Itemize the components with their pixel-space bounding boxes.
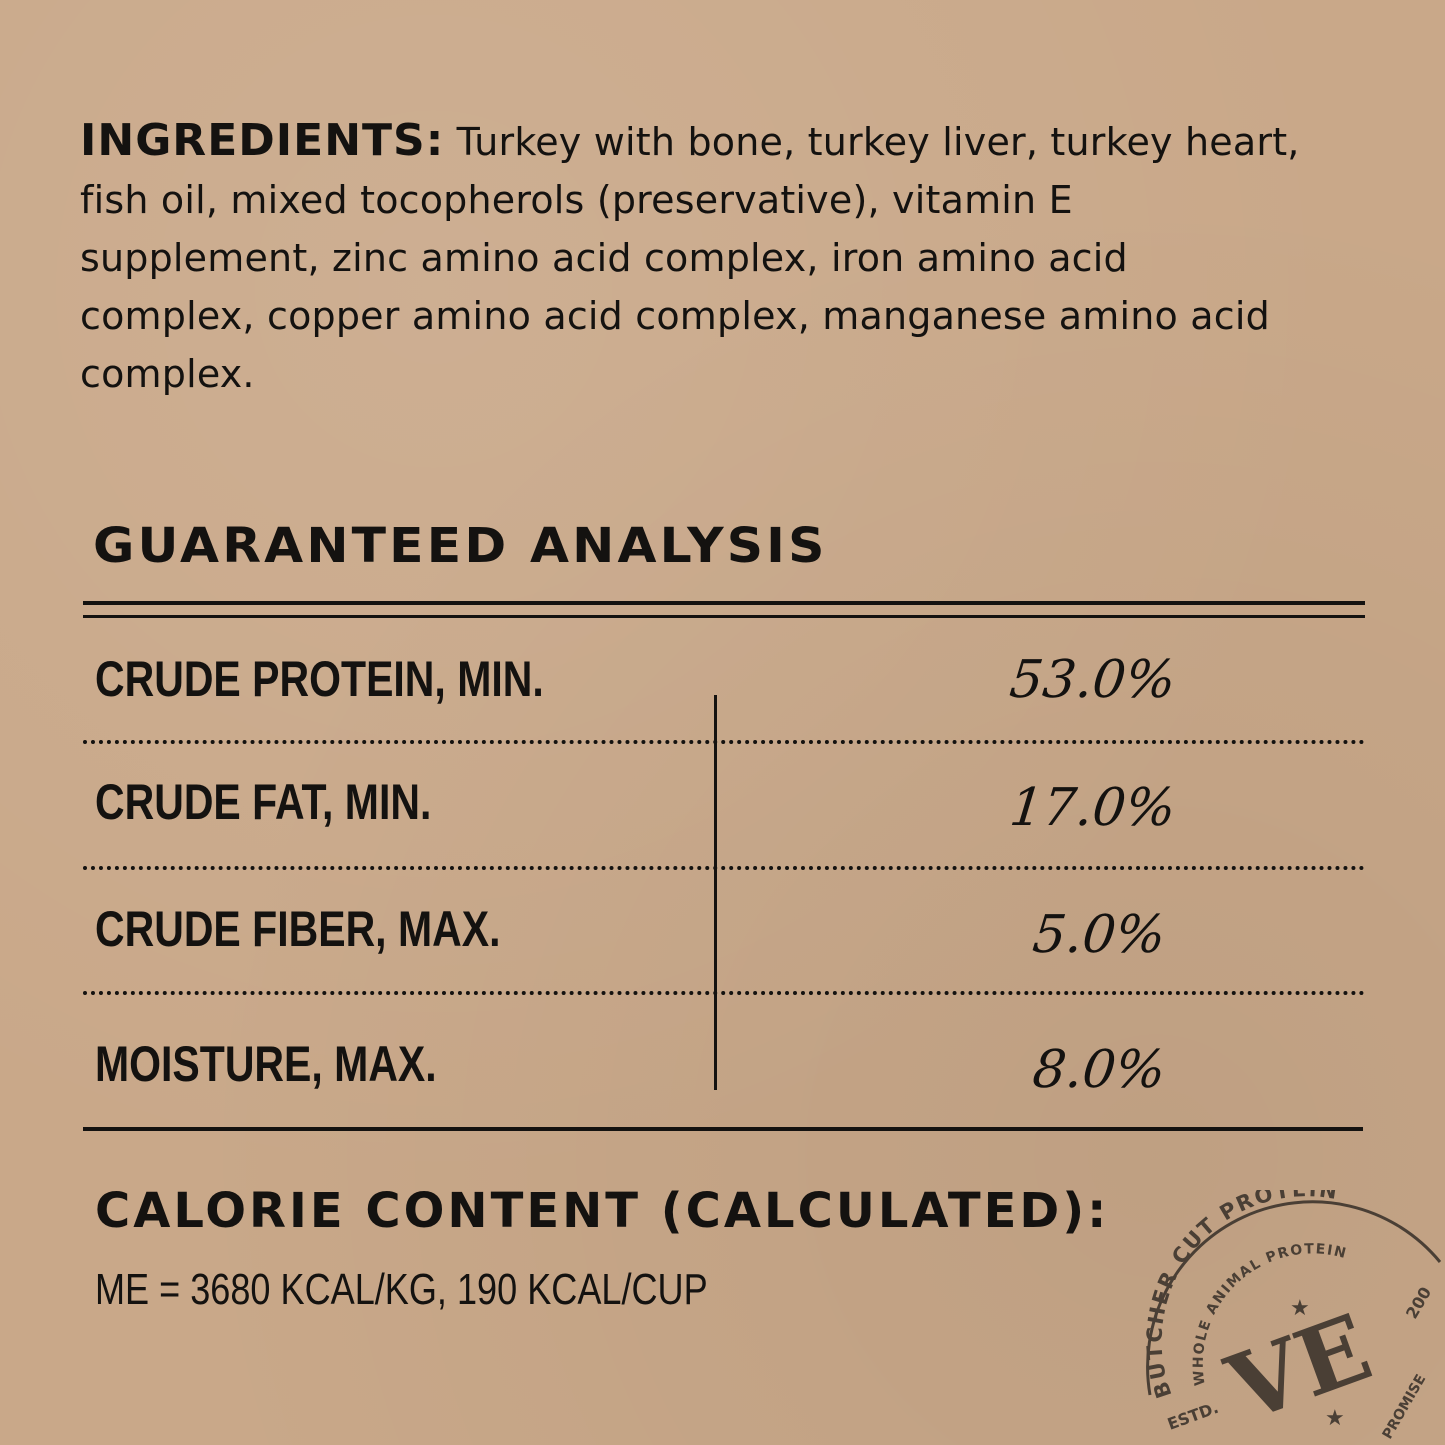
row-value: 53.0% [1006,650,1179,710]
ingredients-paragraph: INGREDIENTS: Turkey with bone, turkey li… [80,112,1310,403]
ingredients-label: INGREDIENTS: [80,115,445,166]
dotted-divider [83,866,1365,870]
double-rule-bottom [83,615,1365,618]
svg-text:★: ★ [1290,1296,1310,1321]
dotted-divider [83,991,1365,995]
calorie-title: CALORIE CONTENT (CALCULATED): [95,1183,1110,1239]
row-label: CRUDE PROTEIN, MIN. [95,651,544,707]
bottom-rule [83,1127,1363,1131]
svg-text:200: 200 [1402,1284,1435,1322]
row-value: 8.0% [1029,1040,1169,1100]
svg-text:★: ★ [1325,1406,1345,1431]
row-label: CRUDE FAT, MIN. [95,774,432,830]
row-value: 17.0% [1006,778,1179,838]
stamp-logo: BUTCHER CUT PROTEIN WHOLE ANIMAL PROTEIN… [1142,1190,1442,1443]
double-rule-top [83,601,1365,605]
analysis-title: GUARANTEED ANALYSIS [93,518,828,574]
svg-text:ESTD.: ESTD. [1165,1398,1221,1434]
column-divider [714,695,717,1090]
row-label: CRUDE FIBER, MAX. [95,901,501,957]
brand-stamp: BUTCHER CUT PROTEIN WHOLE ANIMAL PROTEIN… [1130,1190,1445,1445]
ingredients-text: Turkey with bone, turkey liver, turkey h… [80,120,1300,396]
svg-text:PROMISE: PROMISE [1380,1372,1430,1442]
row-value: 5.0% [1029,905,1169,965]
row-label: MOISTURE, MAX. [95,1036,437,1092]
dotted-divider [83,740,1365,744]
calorie-text: ME = 3680 KCAL/KG, 190 KCAL/CUP [95,1265,708,1314]
